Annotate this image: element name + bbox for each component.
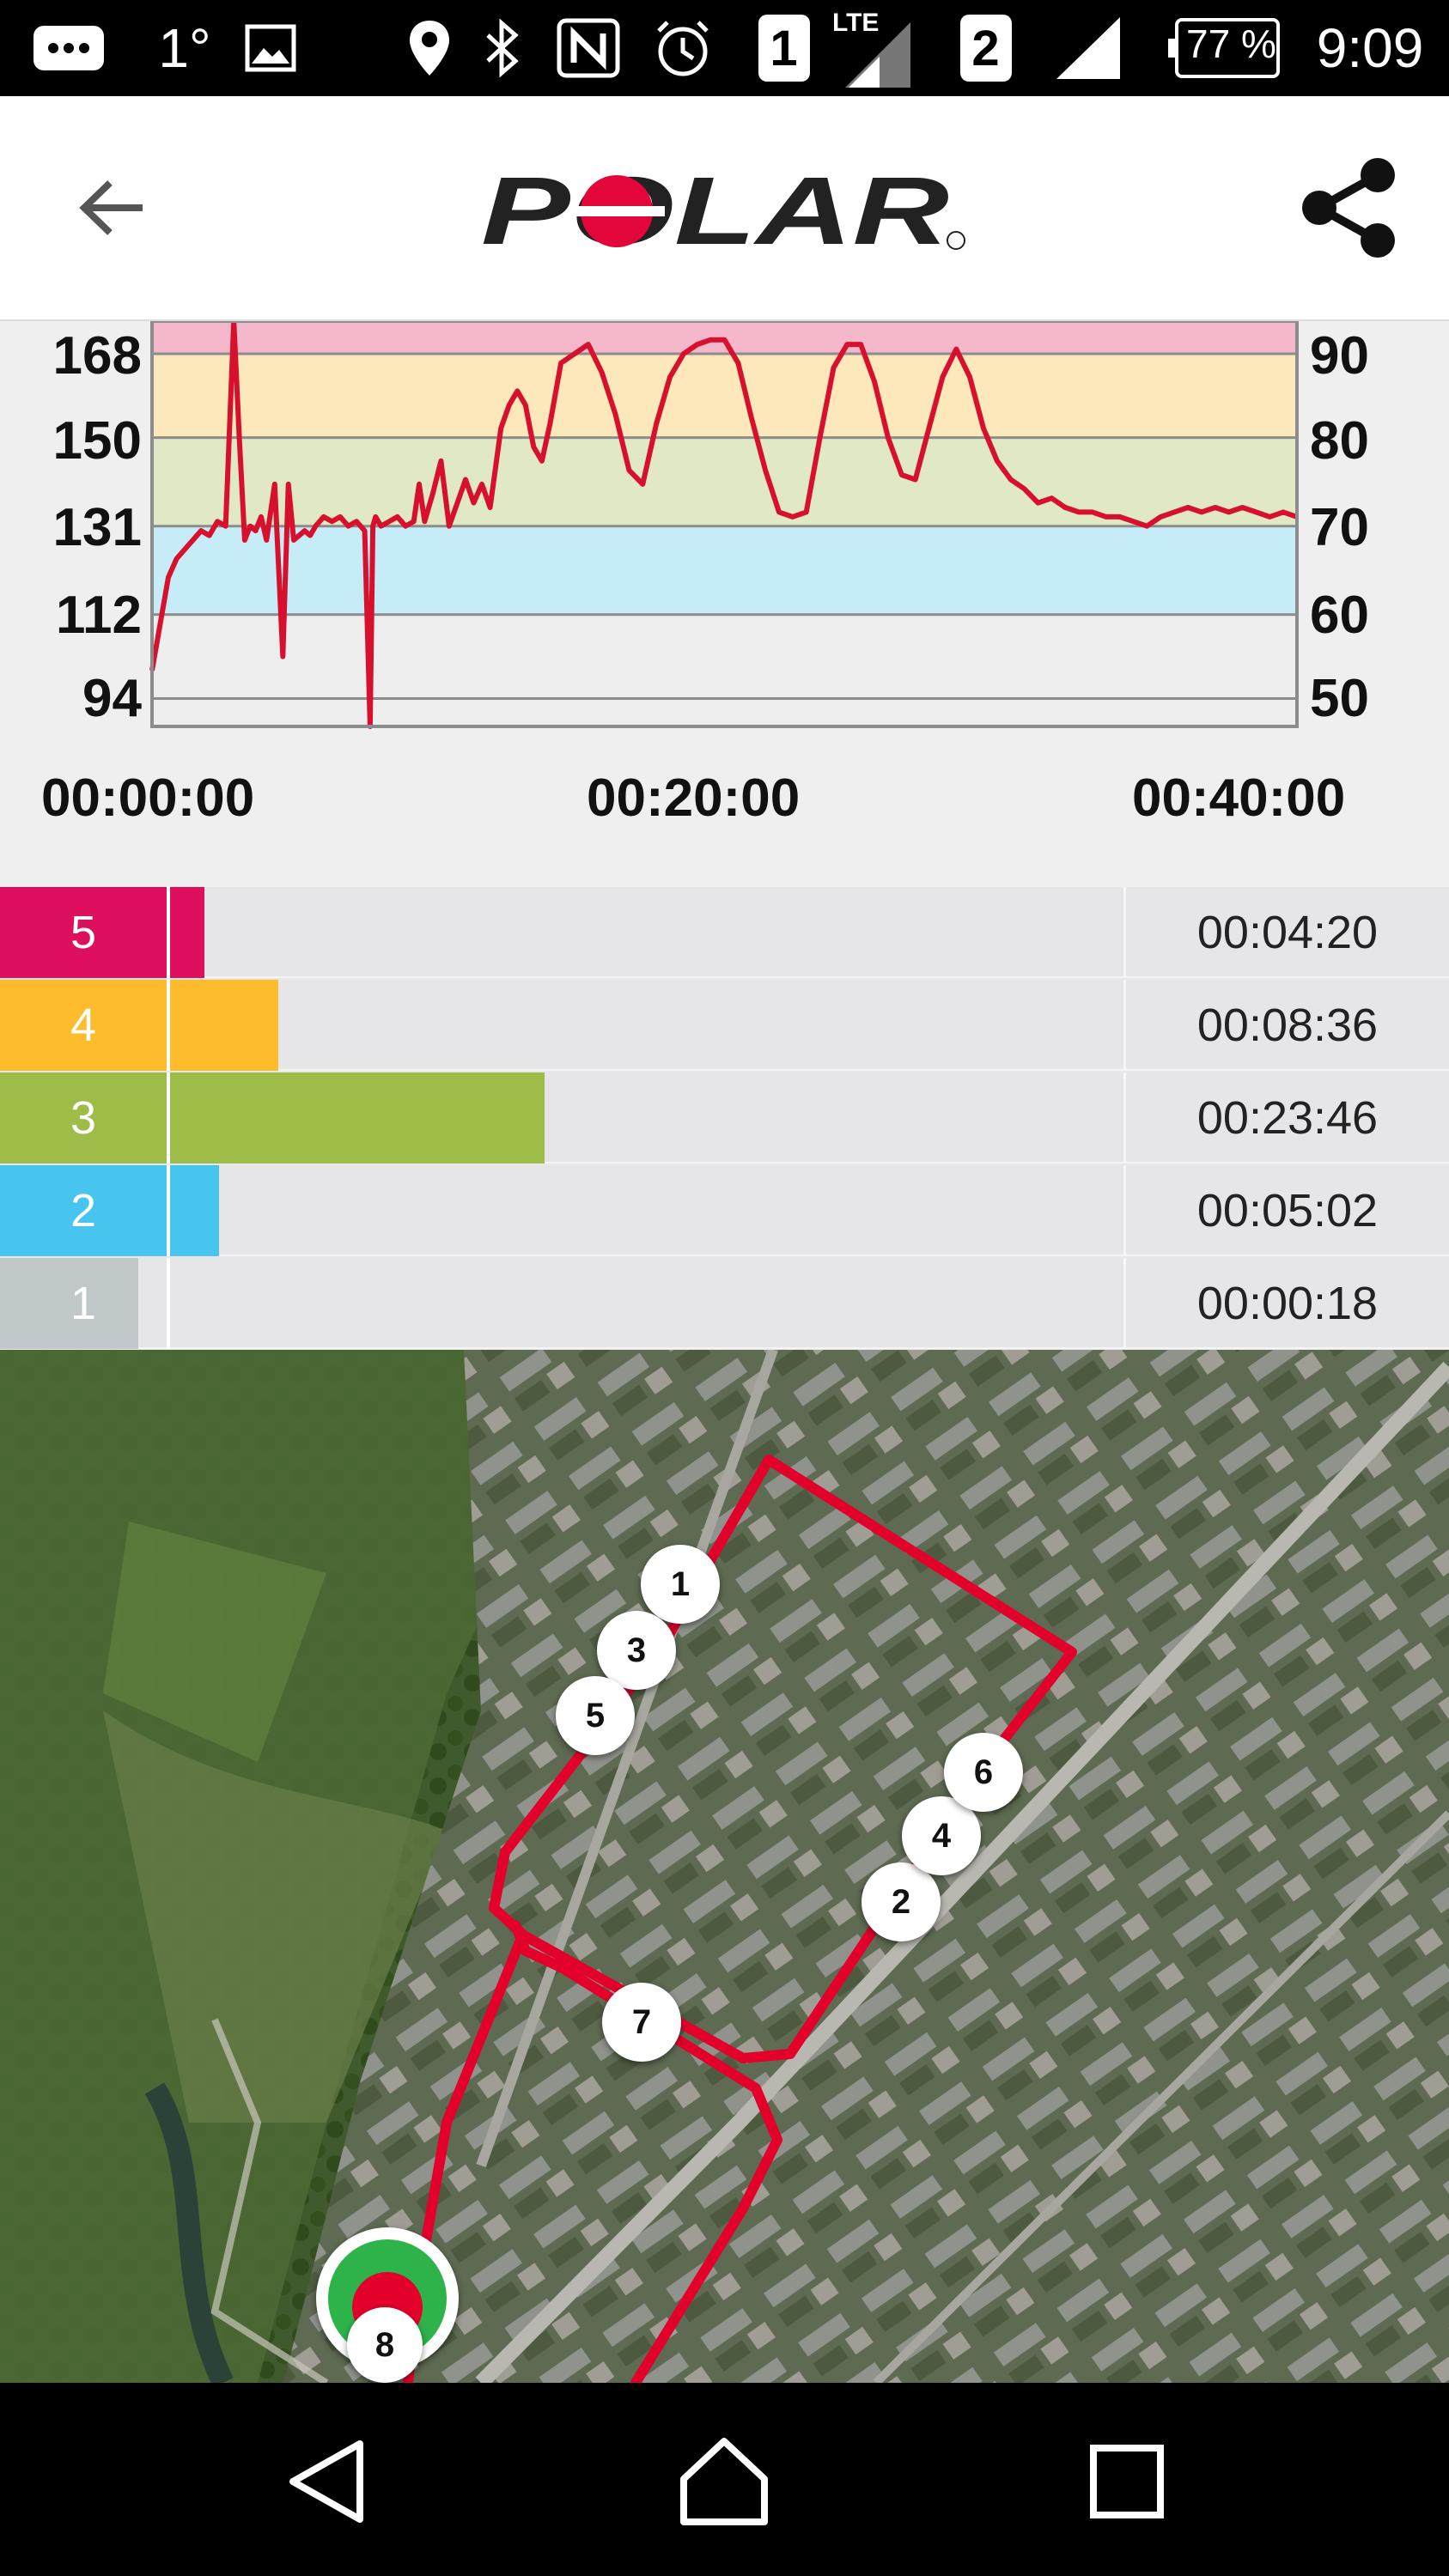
polar-logo-text: POLAR xyxy=(481,165,949,259)
network-type: LTE xyxy=(832,9,880,37)
zone-band-2 xyxy=(152,526,1297,615)
arrow-left-icon xyxy=(79,180,143,235)
x-tick: 00:20:00 xyxy=(587,769,801,828)
alarm-icon xyxy=(644,0,721,96)
nfc-icon xyxy=(550,0,627,96)
battery-icon: 77 % xyxy=(1164,0,1284,96)
zone-divider xyxy=(167,1165,170,1256)
clock-text: 9:09 xyxy=(1316,17,1424,79)
message-icon xyxy=(26,0,112,96)
zone-time: 00:04:20 xyxy=(1196,907,1379,958)
lap-marker[interactable]: 4 xyxy=(902,1796,981,1875)
zone-row[interactable]: 5 00:04:20 xyxy=(0,887,1449,978)
status-bar: 1° 1 LTE 2 77 % 9:09 xyxy=(0,0,1449,96)
y-tick-left: 150 xyxy=(52,411,142,471)
zone-number: 4 xyxy=(70,999,97,1051)
heart-rate-chart-plot xyxy=(149,321,1299,729)
zone-band-3 xyxy=(152,437,1297,526)
y-tick-right: 60 xyxy=(1310,586,1369,645)
gallery-icon xyxy=(236,0,305,96)
zone-band-1 xyxy=(152,614,1297,726)
share-icon xyxy=(1302,158,1395,258)
lap-marker[interactable]: 2 xyxy=(861,1862,941,1941)
zone-separator xyxy=(1123,980,1126,1071)
share-button[interactable] xyxy=(1288,148,1409,268)
y-tick-right: 50 xyxy=(1310,669,1369,728)
lap-marker[interactable]: 7 xyxy=(602,1983,681,2062)
lap-marker[interactable]: 5 xyxy=(556,1676,635,1755)
y-tick-left: 131 xyxy=(52,498,142,557)
satellite-map xyxy=(0,1350,1449,2383)
zone-row[interactable]: 4 00:08:36 xyxy=(0,980,1449,1071)
nav-home-icon xyxy=(680,2438,768,2525)
sim1-badge: 1 xyxy=(758,15,810,82)
zone-number: 1 xyxy=(70,1278,97,1329)
y-tick-left: 112 xyxy=(55,586,142,645)
route-map[interactable]: 1 2 3 4 5 6 7 8 xyxy=(0,1350,1449,2383)
nav-recents-icon xyxy=(1090,2445,1164,2518)
zone-bar xyxy=(0,1258,138,1349)
zone-separator xyxy=(1123,1258,1126,1349)
zone-separator xyxy=(1123,1165,1126,1256)
bluetooth-icon xyxy=(472,0,533,96)
zone-divider xyxy=(167,1258,170,1349)
heart-rate-line xyxy=(149,321,1298,729)
zone-divider xyxy=(167,1072,170,1163)
y-tick-right: 90 xyxy=(1310,326,1369,386)
zone-number: 2 xyxy=(70,1185,97,1236)
zone-row[interactable]: 2 00:05:02 xyxy=(0,1165,1449,1256)
temperature-text: 1° xyxy=(158,17,211,79)
zone-bar xyxy=(0,887,205,978)
lap-marker[interactable]: 6 xyxy=(944,1733,1023,1812)
signal-icon xyxy=(1044,0,1129,96)
zone-separator xyxy=(1123,887,1126,978)
zone-time: 00:00:18 xyxy=(1196,1278,1379,1329)
y-tick-left: 168 xyxy=(52,326,142,386)
sim2-badge: 2 xyxy=(959,15,1012,82)
heart-rate-chart: 168 150 131 112 94 90 80 70 60 50 00:00:… xyxy=(0,321,1449,888)
heart-rate-zones: 5 00:04:20 4 00:08:36 3 00:23:46 2 00:05… xyxy=(0,887,1449,1350)
zone-row[interactable]: 1 00:00:18 xyxy=(0,1258,1449,1349)
nav-home-button[interactable] xyxy=(660,2417,788,2546)
x-tick: 00:40:00 xyxy=(1132,769,1346,828)
lap-marker[interactable]: 8 xyxy=(347,2307,423,2383)
lap-marker[interactable]: 3 xyxy=(597,1611,676,1690)
zone-row[interactable]: 3 00:23:46 xyxy=(0,1072,1449,1163)
zone-number: 3 xyxy=(70,1092,97,1144)
zone-number: 5 xyxy=(70,907,97,958)
zone-divider xyxy=(167,980,170,1071)
zone-bar xyxy=(0,1165,220,1256)
nav-recents-button[interactable] xyxy=(1062,2417,1191,2546)
zone-time: 00:05:02 xyxy=(1196,1185,1379,1236)
nav-back-button[interactable] xyxy=(262,2417,391,2546)
battery-text: 77 % xyxy=(1186,21,1276,66)
y-tick-right: 80 xyxy=(1310,411,1369,471)
app-bar: POLAR xyxy=(0,96,1449,321)
nav-back-icon xyxy=(289,2440,363,2523)
location-icon xyxy=(399,0,460,96)
zone-bar xyxy=(0,980,279,1071)
signal-icon: LTE xyxy=(820,0,923,96)
lap-marker[interactable]: 1 xyxy=(641,1545,720,1624)
zone-band-4 xyxy=(152,353,1297,438)
zone-separator xyxy=(1123,1072,1126,1163)
plot-frame xyxy=(150,321,1299,728)
zone-bar xyxy=(0,1072,545,1163)
back-button[interactable] xyxy=(60,156,163,259)
zone-time: 00:23:46 xyxy=(1196,1092,1379,1144)
zone-divider xyxy=(167,887,170,978)
zone-time: 00:08:36 xyxy=(1196,999,1379,1051)
y-tick-right: 70 xyxy=(1310,498,1369,557)
y-tick-left: 94 xyxy=(82,669,142,728)
x-tick: 00:00:00 xyxy=(41,769,255,828)
navigation-bar xyxy=(0,2383,1449,2576)
polar-logo: POLAR xyxy=(481,165,965,259)
